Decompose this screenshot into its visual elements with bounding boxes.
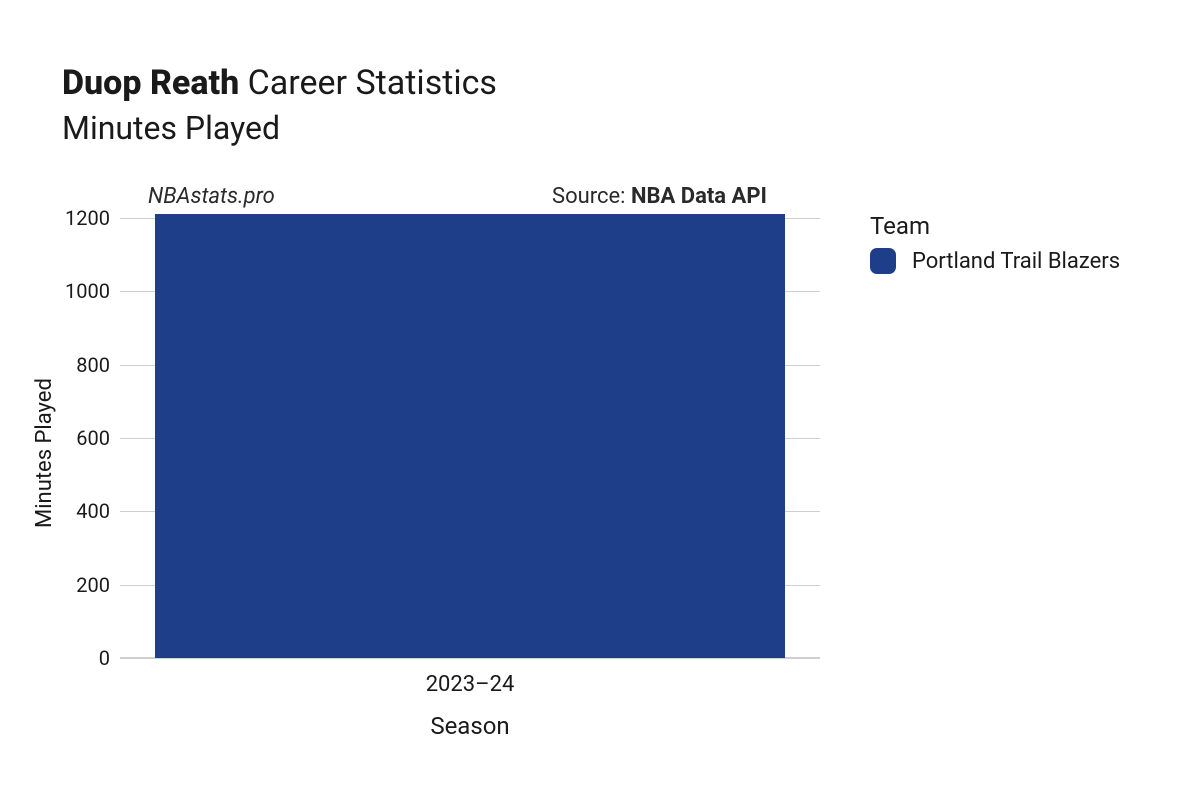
legend-items: Portland Trail Blazers	[870, 248, 1120, 274]
legend-item: Portland Trail Blazers	[870, 248, 1120, 274]
bar	[155, 214, 785, 658]
x-tick-label: 2023–24	[120, 672, 820, 697]
x-axis-title: Season	[120, 712, 820, 740]
source-name: NBA Data API	[631, 184, 767, 209]
legend-title: Team	[870, 212, 1120, 240]
chart-title-line1: Duop Reath Career Statistics	[62, 64, 497, 103]
chart-subtitle: Minutes Played	[62, 109, 497, 147]
y-tick-label: 1200	[50, 206, 110, 230]
chart-container: Duop Reath Career Statistics Minutes Pla…	[0, 0, 1200, 800]
legend-swatch	[870, 248, 896, 274]
site-credit: NBAstats.pro	[148, 184, 275, 209]
source-prefix: Source:	[552, 184, 631, 209]
legend-item-label: Portland Trail Blazers	[912, 249, 1120, 274]
y-tick-label: 200	[50, 573, 110, 597]
plot-area	[120, 218, 820, 658]
y-tick-label: 400	[50, 499, 110, 523]
chart-title-player: Duop Reath	[62, 63, 239, 103]
chart-title-rest: Career Statistics	[239, 63, 497, 103]
legend: Team Portland Trail Blazers	[870, 212, 1120, 274]
source-label-wrap: Source: NBA Data API	[552, 184, 767, 209]
y-tick-label: 800	[50, 353, 110, 377]
y-tick-label: 1000	[50, 279, 110, 303]
chart-title-block: Duop Reath Career Statistics Minutes Pla…	[62, 64, 497, 147]
y-tick-label: 600	[50, 426, 110, 450]
y-tick-label: 0	[50, 646, 110, 670]
